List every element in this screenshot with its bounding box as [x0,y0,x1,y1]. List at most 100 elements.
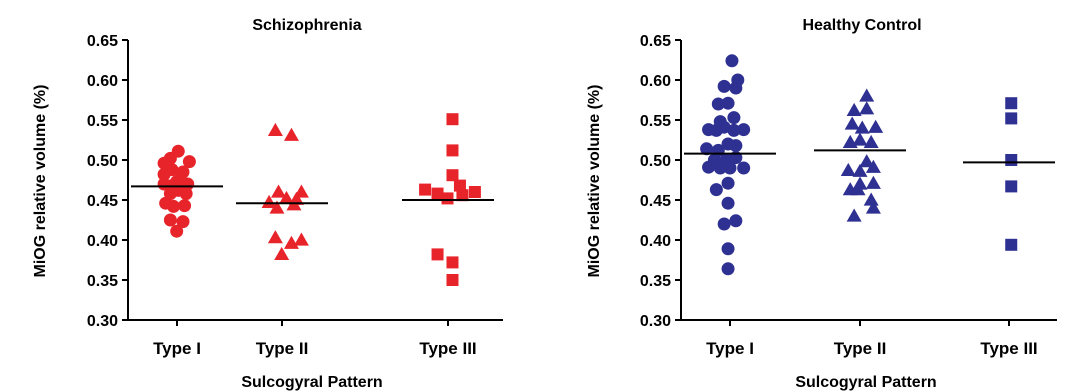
data-point-triangle [293,232,309,246]
data-point-circle [713,161,727,175]
y-tick-label: 0.30 [640,313,671,330]
data-point-circle [717,79,731,93]
data-point-circle [179,187,193,201]
y-tick-label: 0.45 [640,193,671,210]
data-point-circle [702,160,716,174]
data-point-square [453,179,466,192]
data-point-circle [729,81,743,95]
data-point-circle [721,262,735,276]
data-point-square [468,186,481,198]
data-point-square [446,144,459,157]
data-point-triangle [269,200,285,214]
data-point-triangle [865,200,881,214]
x-axis-title: Sulcogyral Pattern [241,374,382,391]
data-point-triangle [863,192,879,206]
data-point-circle [170,224,184,238]
y-tick-label: 0.65 [87,33,118,50]
data-point-square [456,189,469,202]
data-point-circle [729,139,743,153]
x-tick-label: Type III [419,339,476,358]
data-point-circle [709,183,723,197]
x-axis-title: Sulcogyral Pattern [795,374,936,391]
data-point-square [446,169,459,182]
data-point-triangle [267,230,283,244]
data-point-circle [176,215,190,229]
y-axis-title: MiOG relative volume (%) [586,85,603,278]
data-point-triangle [274,246,290,261]
data-point-triangle [863,134,879,149]
data-point-square [431,248,444,261]
x-tick-label: Type III [980,339,1037,358]
data-point-triangle [868,119,884,133]
data-point-triangle [283,235,299,249]
y-tick-label: 0.45 [87,193,118,210]
data-point-triangle [846,102,862,117]
data-point-square [1005,238,1018,251]
data-point-square [1005,97,1018,110]
data-point-triangle [844,116,860,130]
data-point-triangle [271,184,287,198]
y-tick-label: 0.50 [640,153,671,170]
data-point-circle [717,217,731,231]
data-point-circle [171,144,185,158]
data-point-circle [727,111,741,125]
data-point-circle [721,96,735,110]
data-point-triangle [267,122,283,137]
data-point-square [1005,180,1018,193]
x-tick-label: Type II [256,339,309,358]
y-tick-label: 0.50 [87,153,118,170]
data-point-triangle [278,190,294,205]
y-tick-label: 0.55 [640,113,671,130]
y-tick-label: 0.40 [87,233,118,250]
data-point-circle [182,155,196,169]
y-axis-title: MiOG relative volume (%) [32,85,49,278]
data-point-triangle [854,120,870,134]
data-point-triangle [852,132,868,146]
x-tick-label: Type II [834,339,887,358]
data-point-circle [717,120,731,134]
y-tick-label: 0.55 [87,113,118,130]
y-tick-label: 0.60 [87,73,118,90]
data-point-square [441,192,454,205]
x-tick-label: Type I [153,339,201,358]
data-point-triangle [859,154,875,168]
data-point-square [431,187,444,200]
healthy-control-panel: Healthy Control MiOG relative volume (%)… [586,17,1057,391]
data-point-triangle [850,182,866,196]
data-point-circle [700,142,714,156]
data-point-triangle [865,175,881,189]
data-point-circle [721,242,735,256]
y-tick-label: 0.60 [640,73,671,90]
data-point-triangle [865,159,881,173]
data-point-circle [165,163,179,177]
schizophrenia-panel: Schizophrenia MiOG relative volume (%) S… [32,17,503,391]
data-point-circle [178,199,192,213]
y-tick-label: 0.35 [87,273,118,290]
data-point-triangle [283,127,299,141]
data-point-circle [721,196,735,210]
data-point-square [419,183,432,196]
data-point-triangle [846,208,862,222]
data-point-square [1005,154,1018,166]
y-tick-label: 0.35 [640,273,671,290]
data-point-circle [727,123,741,137]
data-point-triangle [261,194,277,209]
data-point-square [1005,112,1018,125]
y-tick-label: 0.65 [640,33,671,50]
chart-title: Schizophrenia [252,17,361,34]
data-point-triangle [859,88,875,102]
data-point-circle [163,187,177,201]
data-point-circle [729,214,743,228]
data-point-circle [721,176,735,190]
data-point-triangle [840,162,856,177]
data-point-square [446,256,459,269]
chart-title: Healthy Control [802,17,921,34]
data-point-square [446,113,459,126]
x-tick-label: Type I [706,339,754,358]
y-tick-label: 0.30 [87,313,118,330]
y-tick-label: 0.40 [640,233,671,250]
data-point-triangle [859,101,875,115]
data-point-circle [163,213,177,227]
data-point-square [446,274,459,286]
